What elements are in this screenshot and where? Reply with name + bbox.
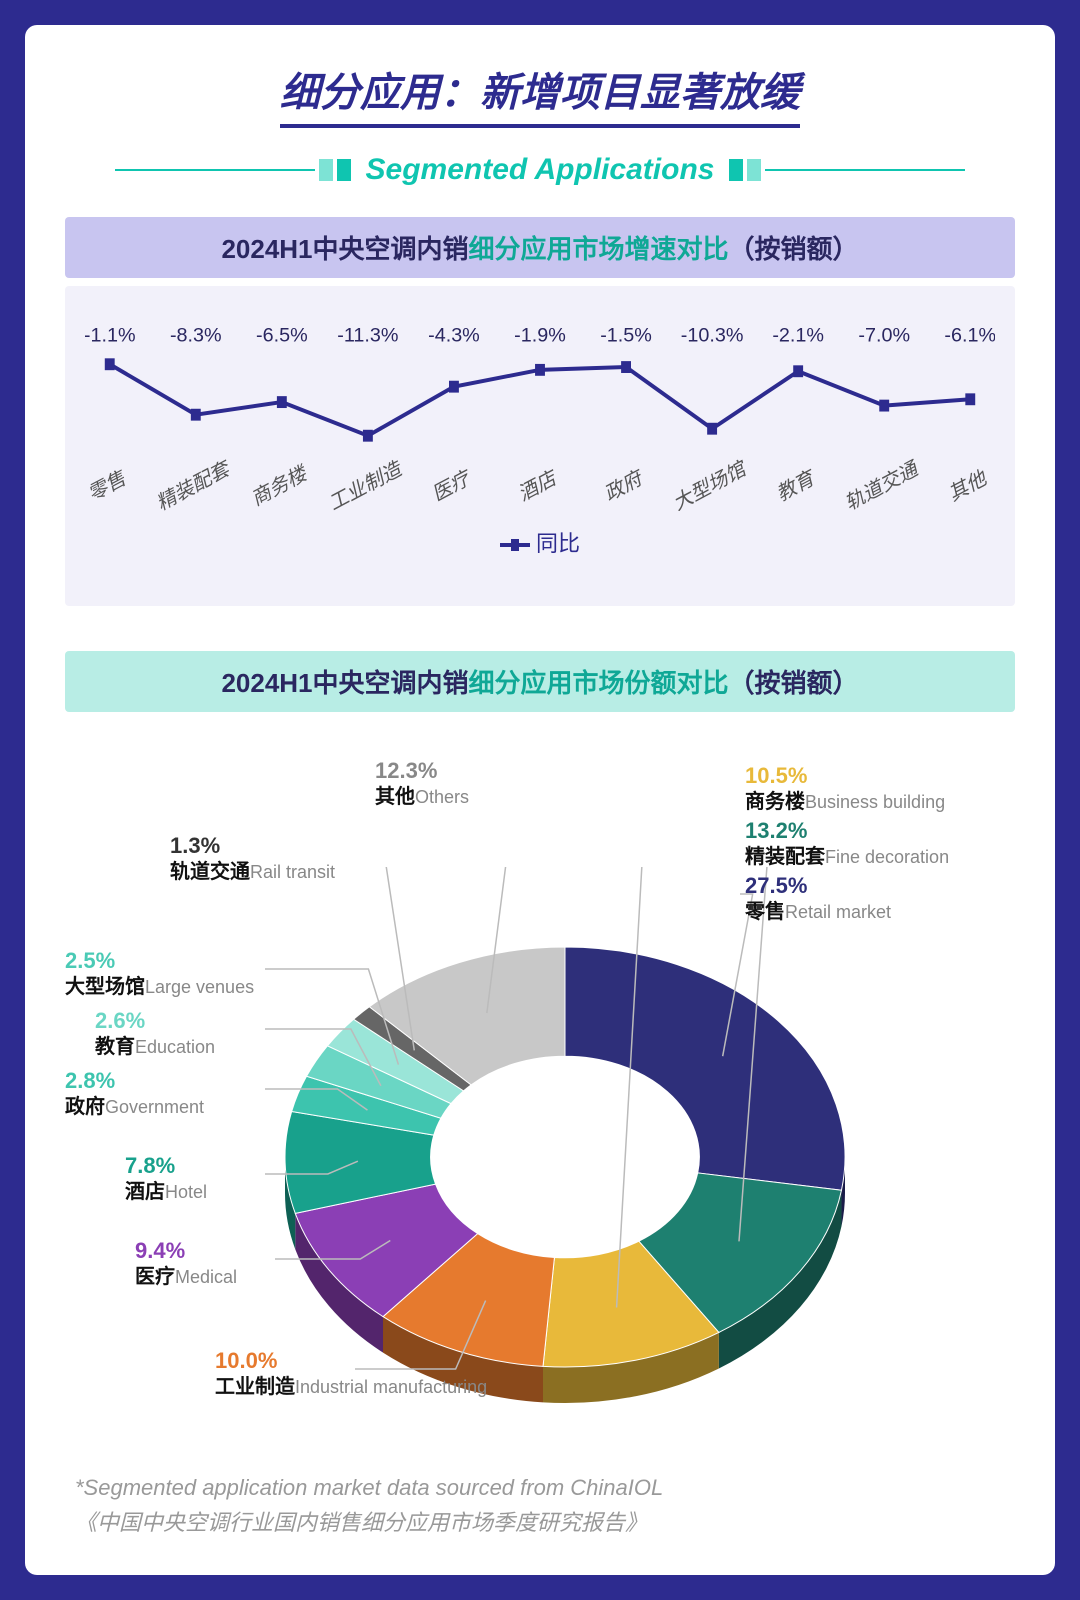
svg-text:-11.3%: -11.3% — [337, 325, 398, 347]
svg-text:精装配套: 精装配套 — [153, 457, 236, 511]
svg-text:-8.3%: -8.3% — [170, 325, 222, 347]
svg-text:-4.3%: -4.3% — [428, 325, 480, 347]
svg-text:工业制造: 工业制造 — [325, 457, 407, 511]
line-chart-svg: -1.1% 零售 -8.3% 精装配套 -6.5% 商务楼 -11.3% 工业制造 -4.3% 医… — [85, 301, 995, 511]
pie-label: 12.3%其他Others — [375, 757, 469, 810]
svg-text:其他: 其他 — [945, 467, 992, 506]
main-title: 细分应用：新增项目显著放缓 — [280, 60, 800, 128]
line-chart-legend: 同比 — [85, 526, 995, 558]
left-accent — [115, 159, 351, 181]
market-share-donut: 27.5%零售Retail market13.2%精装配套Fine decora… — [65, 737, 1015, 1457]
right-accent — [729, 159, 965, 181]
pie-label: 10.0%工业制造Industrial manufacturing — [215, 1347, 487, 1400]
donut-chart-header: 2024H1中央空调内销细分应用市场份额对比（按销额） — [65, 651, 1015, 712]
svg-text:医疗: 医疗 — [429, 466, 477, 506]
pie-label: 2.6%教育Education — [95, 1007, 215, 1060]
growth-line-chart: -1.1% 零售 -8.3% 精装配套 -6.5% 商务楼 -11.3% 工业制造 -4.3% 医… — [65, 286, 1015, 606]
pie-label: 9.4%医疗Medical — [135, 1237, 237, 1290]
svg-text:-7.0%: -7.0% — [858, 325, 910, 347]
pie-label: 7.8%酒店Hotel — [125, 1152, 207, 1205]
svg-text:酒店: 酒店 — [515, 466, 563, 506]
source-footnote: *Segmented application market data sourc… — [75, 1470, 663, 1540]
pie-label: 2.8%政府Government — [65, 1067, 204, 1120]
svg-text:-1.5%: -1.5% — [600, 325, 652, 347]
line-chart-header: 2024H1中央空调内销细分应用市场增速对比（按销额） — [65, 217, 1015, 278]
svg-text:教育: 教育 — [773, 466, 821, 506]
svg-text:-1.1%: -1.1% — [85, 325, 136, 347]
svg-text:轨道交通: 轨道交通 — [841, 457, 923, 511]
svg-text:商务楼: 商务楼 — [248, 462, 313, 510]
pie-label: 2.5%大型场馆Large venues — [65, 947, 254, 1000]
svg-text:大型场馆: 大型场馆 — [669, 457, 752, 511]
svg-text:-1.9%: -1.9% — [514, 325, 566, 347]
subtitle-banner: Segmented Applications — [65, 153, 1015, 187]
donut-chart-svg — [265, 867, 865, 1427]
svg-text:政府: 政府 — [601, 466, 649, 506]
svg-text:-6.5%: -6.5% — [256, 325, 308, 347]
pie-label: 13.2%精装配套Fine decoration — [745, 817, 949, 870]
svg-text:-10.3%: -10.3% — [681, 325, 744, 347]
svg-text:零售: 零售 — [85, 467, 131, 506]
pie-label: 27.5%零售Retail market — [745, 872, 891, 925]
svg-text:-2.1%: -2.1% — [772, 325, 824, 347]
pie-label: 1.3%轨道交通Rail transit — [170, 832, 335, 885]
svg-text:-6.1%: -6.1% — [944, 325, 995, 347]
pie-label: 10.5%商务楼Business building — [745, 762, 945, 815]
infographic-card: 细分应用：新增项目显著放缓 Segmented Applications 202… — [25, 25, 1055, 1575]
subtitle-text: Segmented Applications — [366, 153, 715, 187]
